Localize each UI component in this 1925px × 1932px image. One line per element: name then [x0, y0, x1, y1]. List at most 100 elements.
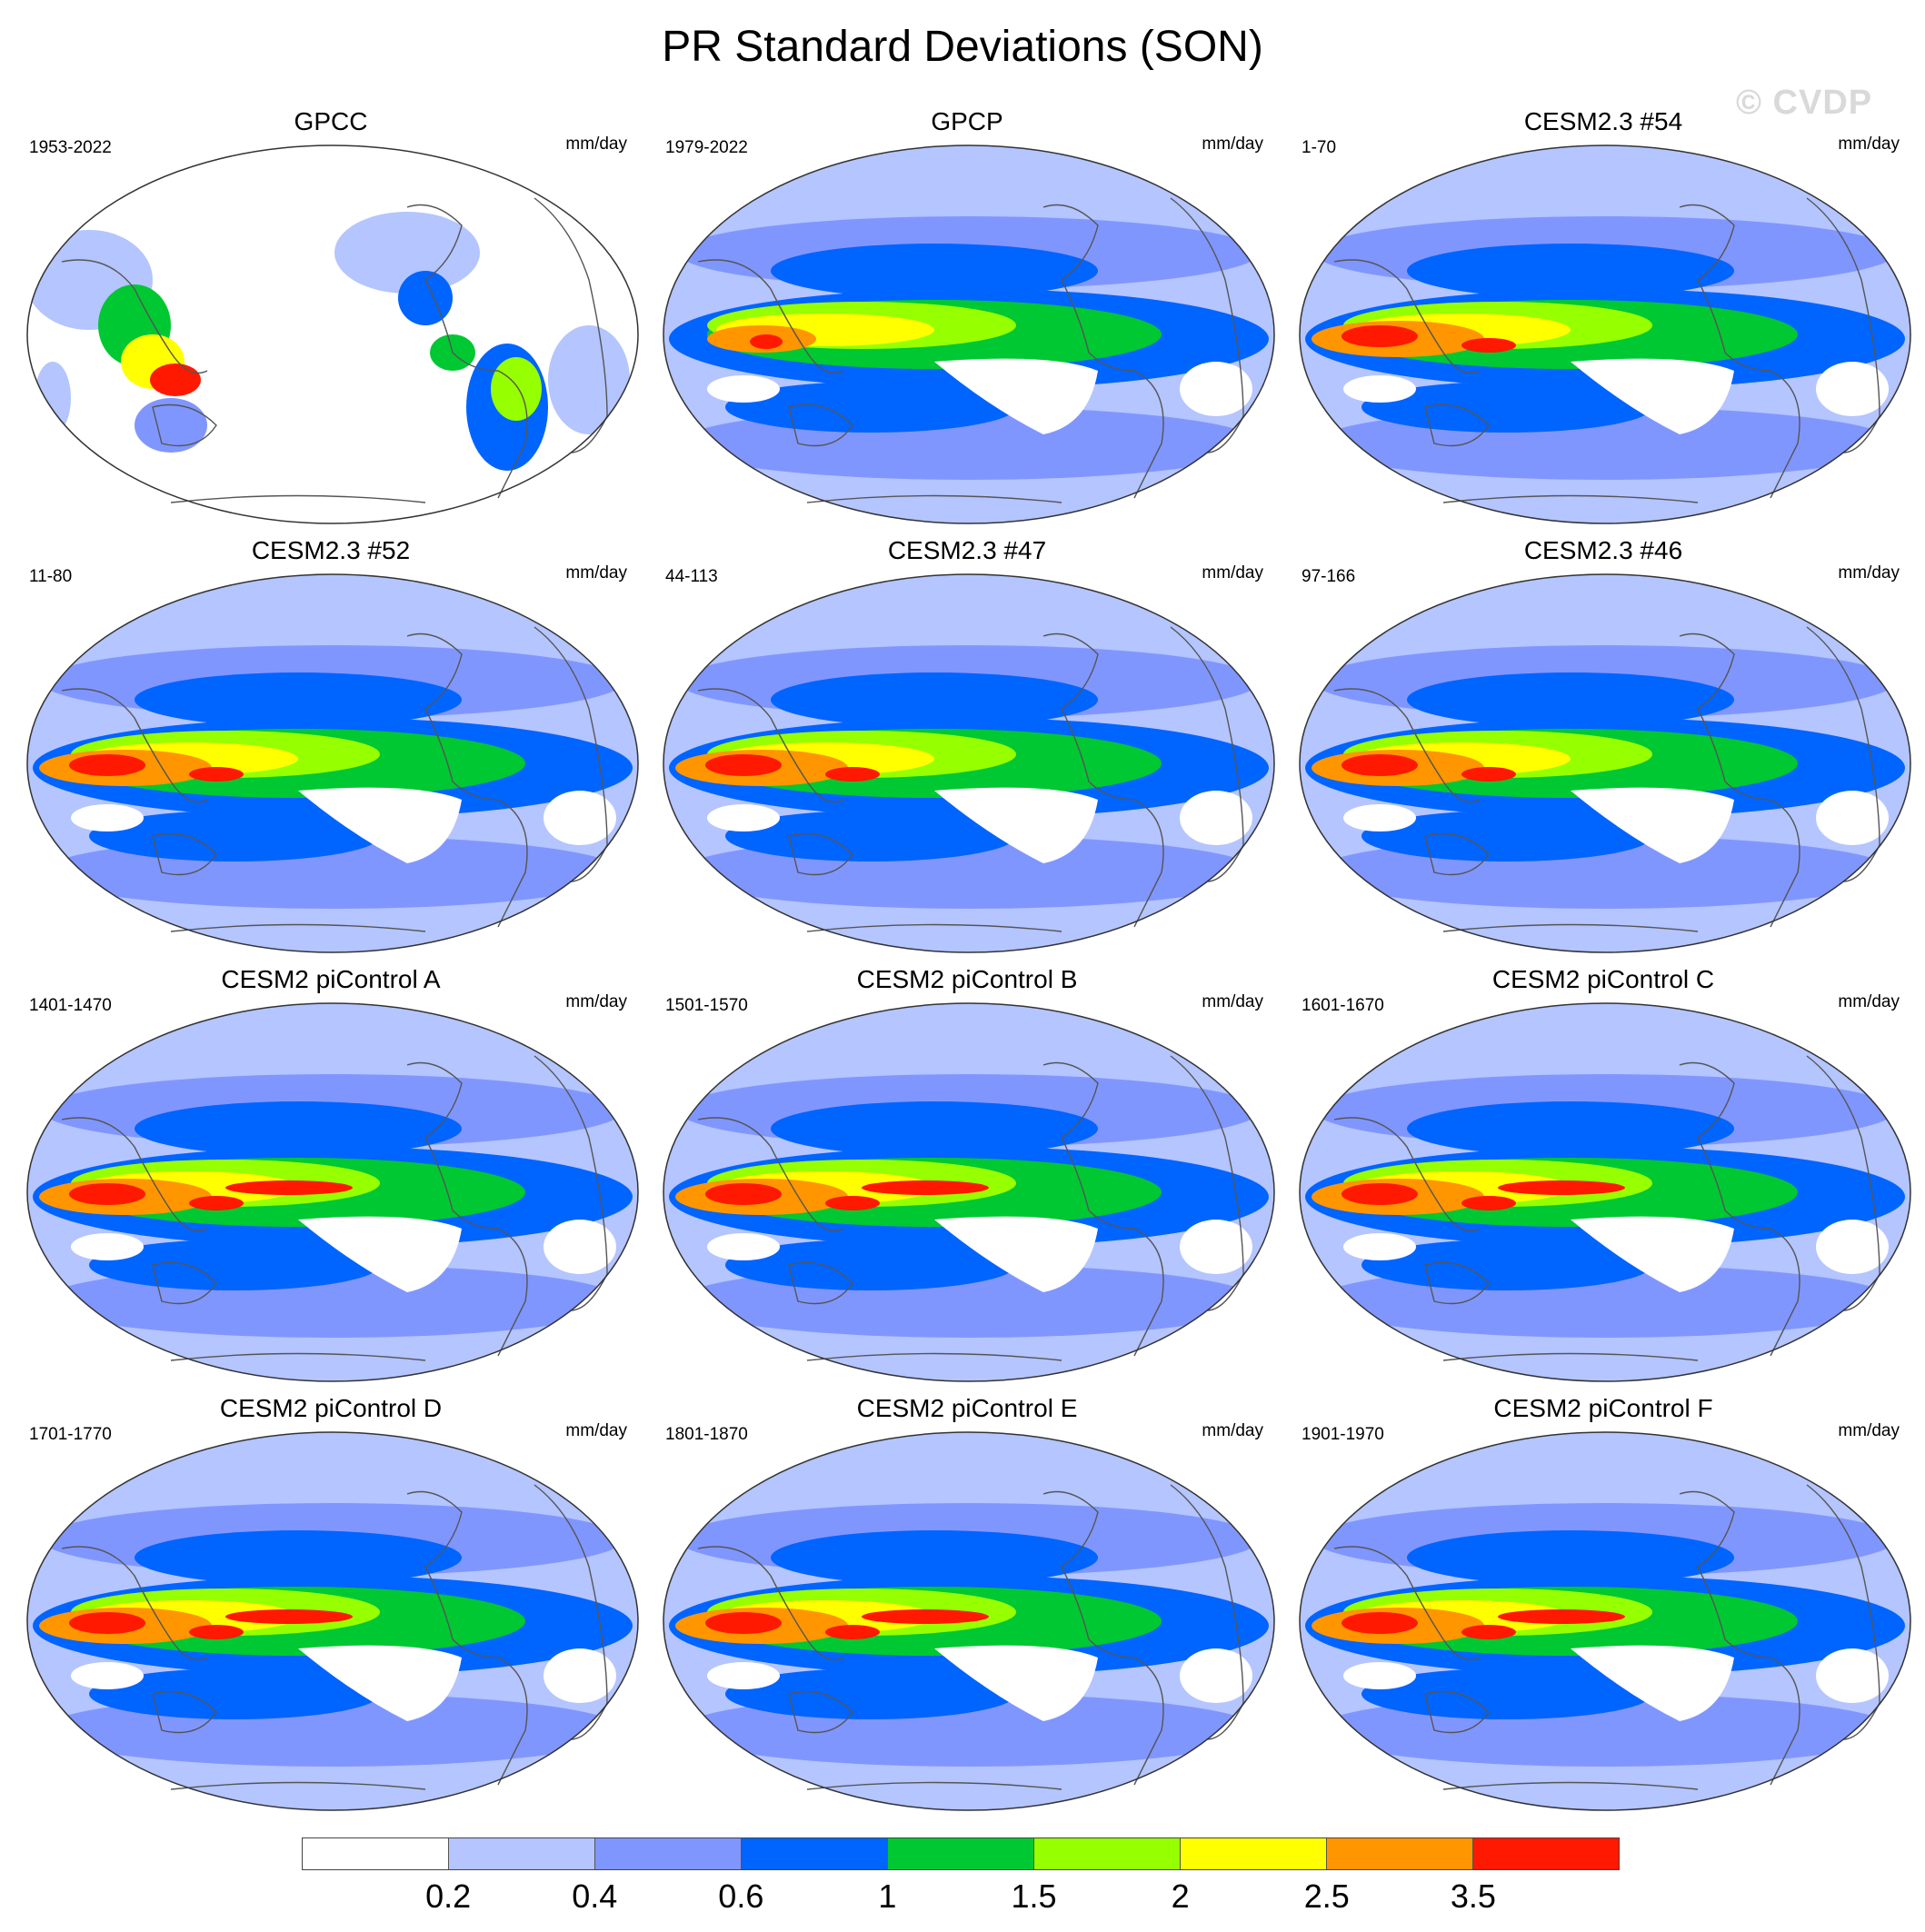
field-polar-south — [714, 484, 1223, 521]
field-band-north-pacific — [771, 244, 1098, 298]
field-polar-south — [1351, 913, 1860, 950]
field-dry-zone-indian — [707, 804, 780, 832]
colorbar-swatch — [1473, 1838, 1619, 1869]
field-polar-south — [78, 1342, 587, 1379]
field-dry-zone-atlantic — [1816, 791, 1889, 845]
field-polar-south — [714, 913, 1223, 950]
panel-title: CESM2 piControl B — [856, 965, 1078, 993]
coastlines — [1333, 626, 1880, 932]
field-polar-north — [1387, 579, 1823, 612]
field-dry-zone-pacific — [934, 358, 1098, 434]
colorbar-label: 3.5 — [1450, 1877, 1496, 1915]
colorbar-label: 2 — [1171, 1877, 1190, 1915]
field-band-south-pacific — [89, 1240, 380, 1290]
field-polar-north — [751, 1008, 1187, 1041]
panel-units: mm/day — [1202, 992, 1263, 1011]
panel-period: 1979-2022 — [665, 138, 748, 157]
field-polar-north — [115, 1437, 551, 1469]
field-band-south-pacific — [1361, 382, 1652, 433]
panel-units: mm/day — [1838, 1421, 1900, 1440]
coastlines — [697, 1484, 1244, 1790]
precip-field — [27, 145, 638, 523]
land-field-north-america-east — [398, 271, 453, 325]
panel-units: mm/day — [1838, 992, 1900, 1011]
field-dry-zone-atlantic — [1816, 362, 1889, 416]
field-dry-zone-pacific — [934, 1216, 1098, 1292]
field-itcz-red — [862, 1180, 989, 1195]
field-core-red-east — [825, 1625, 880, 1639]
colorbar-swatch — [742, 1838, 888, 1869]
field-band-north-pacific — [1407, 672, 1734, 727]
panel-period: 11-80 — [29, 567, 73, 586]
field-dry-zone-indian — [1343, 804, 1416, 832]
field-dry-zone-indian — [707, 375, 780, 403]
coastlines — [1333, 1484, 1880, 1790]
field-polar-south — [1351, 1771, 1860, 1808]
field-dry-zone-indian — [71, 1233, 144, 1260]
field-band-south-pacific — [1361, 1668, 1652, 1719]
colorbar-label: 0.6 — [718, 1877, 764, 1915]
field-core-red-east — [1461, 338, 1516, 353]
colorbar-swatch — [1034, 1838, 1181, 1869]
field-dry-zone-pacific — [1571, 787, 1734, 863]
field-itcz-red — [1498, 1609, 1625, 1624]
colorbar-label: 1 — [878, 1877, 897, 1915]
colorbar-label: 1.5 — [1011, 1877, 1057, 1915]
field-polar-south — [714, 1771, 1223, 1808]
panel-title: CESM2.3 #47 — [887, 536, 1047, 564]
panel-units: mm/day — [1838, 563, 1900, 583]
field-band-north-pacific — [1407, 1101, 1734, 1156]
cvdp-watermark: © CVDP — [1736, 84, 1873, 122]
field-dry-zone-pacific — [298, 1216, 462, 1292]
coastlines — [697, 626, 1244, 932]
map-panel: CESM2 piControl B 1501-1570 mm/day — [649, 965, 1285, 1392]
field-band-south-pacific — [725, 382, 1016, 433]
field-dry-zone-pacific — [934, 1645, 1098, 1721]
map-panel: CESM2 piControl F 1901-1970 mm/day — [1285, 1394, 1921, 1821]
map-border — [663, 573, 1275, 953]
field-dry-zone-indian — [71, 804, 144, 832]
panel-units: mm/day — [565, 992, 627, 1011]
field-band-north-pacific — [771, 672, 1098, 727]
map-panel: CESM2.3 #46 97-166 mm/day — [1285, 536, 1921, 963]
map-panel: CESM2.3 #54 1-70 mm/day — [1285, 107, 1921, 534]
field-polar-south — [714, 1342, 1223, 1379]
field-band-north-pacific — [1407, 1530, 1734, 1585]
colorbar-label: 2.5 — [1303, 1877, 1350, 1915]
field-core-red — [1342, 1183, 1418, 1205]
field-band-south-pacific — [89, 811, 380, 861]
field-dry-zone-pacific — [298, 787, 462, 863]
field-core-red — [705, 754, 782, 776]
map-border — [26, 1431, 639, 1811]
robinson-map — [663, 1431, 1275, 1811]
field-dry-zone-pacific — [1571, 1645, 1734, 1721]
field-core-red — [705, 1612, 782, 1634]
field-polar-north — [1387, 1008, 1823, 1041]
field-band-north-pacific — [135, 672, 462, 727]
coastlines — [1333, 1055, 1880, 1361]
field-band-south-pacific — [1361, 1240, 1652, 1290]
field-core-red — [1342, 1612, 1418, 1634]
robinson-map — [1299, 573, 1911, 953]
figure-title: PR Standard Deviations (SON) — [662, 23, 1263, 71]
field-core-red — [1342, 754, 1418, 776]
map-border — [1299, 1431, 1911, 1811]
field-dry-zone-indian — [707, 1233, 780, 1260]
field-dry-zone-atlantic — [1816, 1220, 1889, 1274]
colorbar-swatch — [303, 1838, 449, 1869]
colorbar-swatch — [1327, 1838, 1473, 1869]
field-polar-north — [1387, 150, 1823, 183]
coastlines — [1333, 197, 1880, 503]
field-dry-zone-atlantic — [544, 1648, 616, 1703]
map-panel: CESM2 piControl C 1601-1670 mm/day — [1285, 965, 1921, 1392]
field-band-north-pacific — [771, 1530, 1098, 1585]
panel-period: 1901-1970 — [1302, 1425, 1384, 1444]
coastlines — [697, 1055, 1244, 1361]
field-polar-north — [751, 1437, 1187, 1469]
panel-title: CESM2 piControl D — [219, 1394, 443, 1422]
field-dry-zone-pacific — [1571, 358, 1734, 434]
map-panel: CESM2.3 #52 11-80 mm/day — [13, 536, 649, 963]
coastlines — [61, 1484, 608, 1790]
robinson-map — [26, 1431, 639, 1811]
panel-period: 1501-1570 — [665, 996, 748, 1015]
